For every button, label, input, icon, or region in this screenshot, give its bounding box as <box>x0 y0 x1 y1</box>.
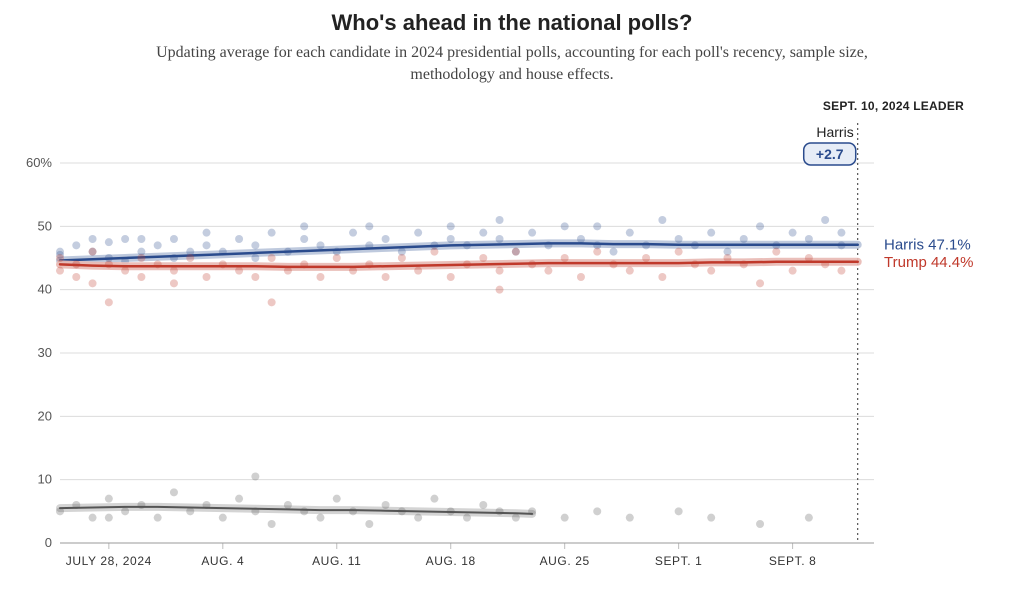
y-tick-label: 40 <box>38 281 52 296</box>
y-tick-label: 30 <box>38 345 52 360</box>
leader-margin: +2.7 <box>816 146 844 162</box>
y-tick-label: 60% <box>26 155 52 170</box>
x-tick-label: AUG. 25 <box>540 554 590 568</box>
chart-subtitle: Updating average for each candidate in 2… <box>132 42 892 87</box>
x-tick-label: SEPT. 1 <box>655 554 703 568</box>
x-tick-label: AUG. 4 <box>201 554 244 568</box>
y-tick-label: 10 <box>38 471 52 486</box>
x-tick-label: AUG. 11 <box>312 554 361 568</box>
series-end-label-harris: Harris 47.1% <box>884 236 971 253</box>
poll-avg-chart: 0 10 20 30 40 50 60% JULY 28, 2024 AUG. 4 AUG. 11… <box>20 113 1004 593</box>
chart-title: Who's ahead in the national polls? <box>20 10 1004 36</box>
x-tick-label: AUG. 18 <box>426 554 476 568</box>
x-tick-label: SEPT. 8 <box>769 554 817 568</box>
leader-header: SEPT. 10, 2024 LEADER <box>20 99 1004 113</box>
series-end-label-trump: Trump 44.4% <box>884 254 974 271</box>
x-tick-label: JULY 28, 2024 <box>66 554 152 568</box>
leader-name: Harris <box>816 124 853 140</box>
y-tick-label: 20 <box>38 408 52 423</box>
y-tick-label: 50 <box>38 218 52 233</box>
y-tick-label: 0 <box>45 535 52 550</box>
